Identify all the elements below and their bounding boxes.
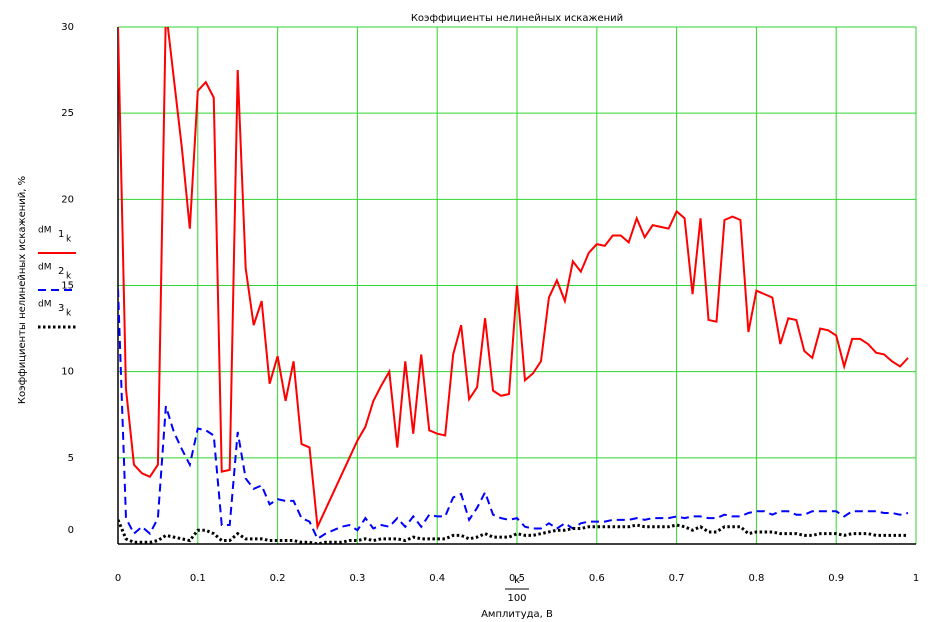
x-axis-label: Амплитуда, В bbox=[481, 609, 553, 620]
x-tick-label: 0 bbox=[115, 573, 121, 584]
x-tick-label: 0.1 bbox=[190, 573, 206, 584]
legend-subscript: 1 bbox=[58, 229, 64, 240]
legend-label: dM bbox=[38, 263, 51, 273]
y-tick-label: 25 bbox=[61, 108, 74, 119]
legend-index: k bbox=[66, 309, 72, 319]
x-tick-label: 1 bbox=[913, 573, 919, 584]
y-tick-label: 15 bbox=[61, 281, 74, 292]
x-label-numerator: k bbox=[514, 575, 520, 586]
x-tick-label: 0.6 bbox=[589, 573, 605, 584]
y-tick-label: 5 bbox=[68, 453, 74, 464]
legend-subscript: 3 bbox=[58, 303, 64, 314]
x-tick-label: 0.7 bbox=[669, 573, 685, 584]
series-line bbox=[118, 519, 909, 544]
legend-index: k bbox=[66, 272, 72, 282]
series-line bbox=[118, 288, 909, 541]
series-line bbox=[118, 27, 909, 531]
chart-title: Коэффициенты нелинейных искажений bbox=[411, 13, 623, 24]
y-axis-label: Коэффициенты нелинейных искажений, % bbox=[17, 176, 28, 404]
x-label-denominator: 100 bbox=[507, 593, 526, 604]
legend-label: dM bbox=[38, 300, 51, 310]
x-tick-label: 0.4 bbox=[429, 573, 445, 584]
plot-area bbox=[118, 27, 909, 544]
y-tick-label: 10 bbox=[61, 367, 74, 378]
x-tick-label: 0.9 bbox=[828, 573, 844, 584]
x-tick-label: 0.2 bbox=[270, 573, 286, 584]
x-tick-label: 0.3 bbox=[349, 573, 365, 584]
y-tick-label: 0 bbox=[68, 525, 74, 536]
x-tick-label: 0.8 bbox=[748, 573, 764, 584]
y-tick-label: 20 bbox=[61, 194, 74, 205]
y-tick-label: 30 bbox=[61, 22, 74, 33]
legend-label: dM bbox=[38, 226, 51, 236]
x-tick-label: 0.5 bbox=[509, 573, 525, 584]
legend-index: k bbox=[66, 235, 72, 245]
legend-subscript: 2 bbox=[58, 266, 64, 277]
